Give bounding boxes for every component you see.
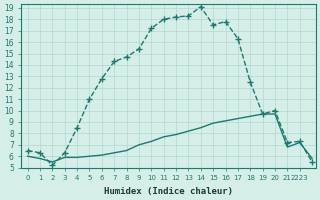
X-axis label: Humidex (Indice chaleur): Humidex (Indice chaleur) — [104, 187, 233, 196]
